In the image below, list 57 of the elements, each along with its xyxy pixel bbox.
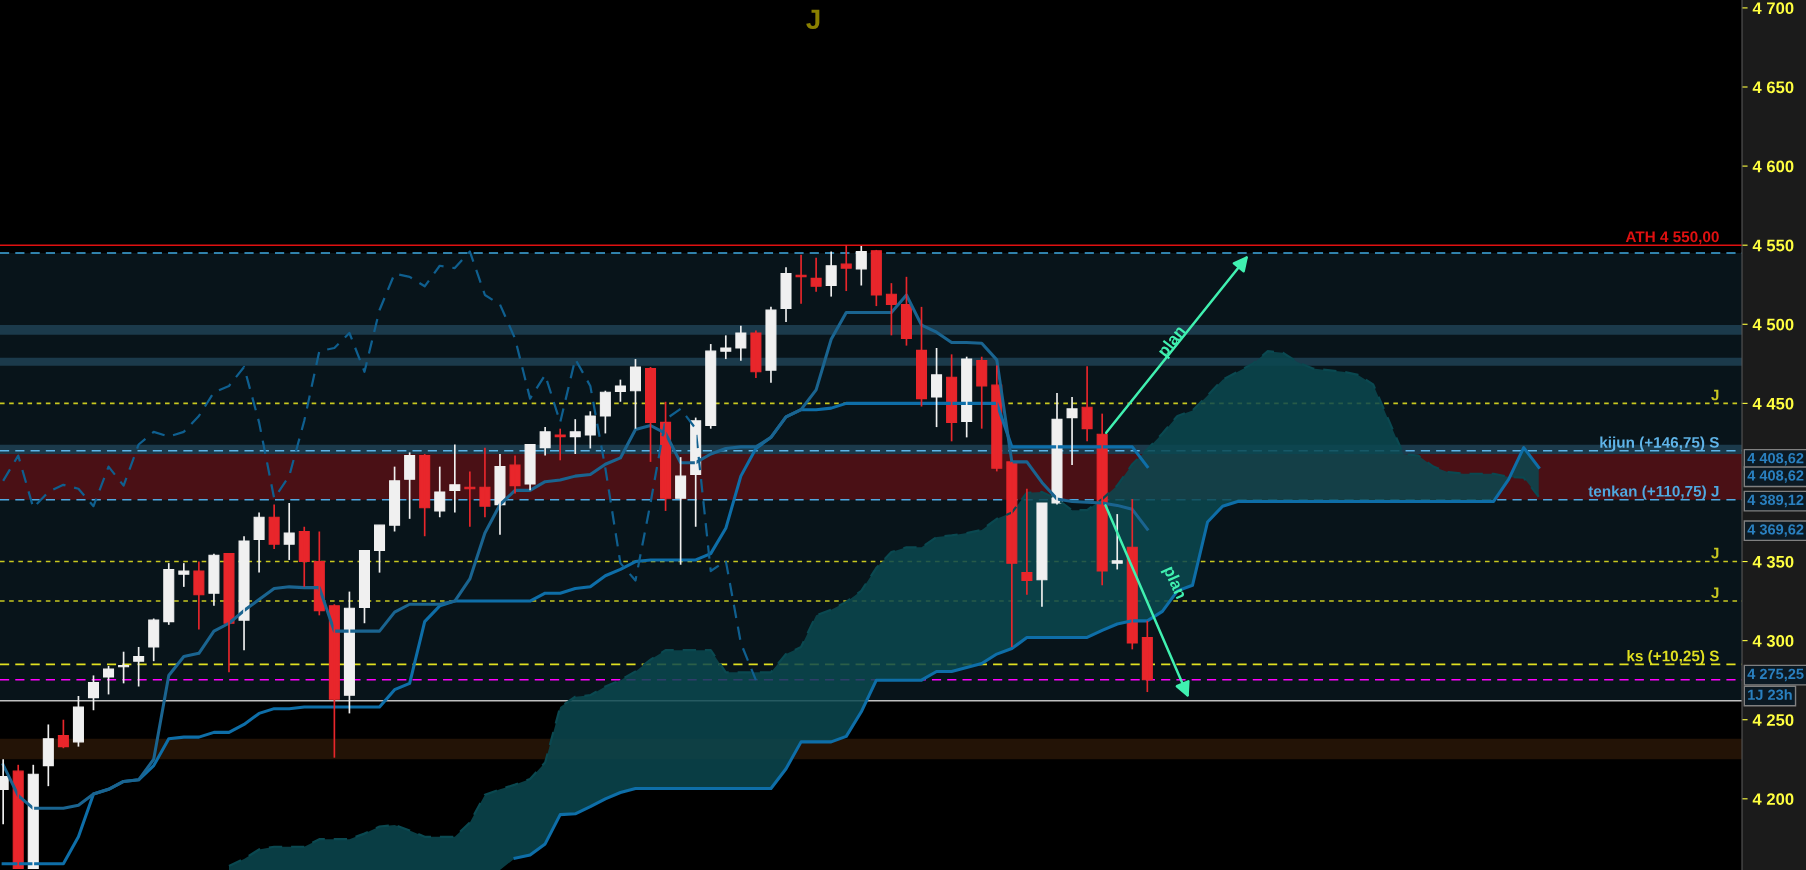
candlestick [389, 465, 401, 533]
candlestick [765, 306, 777, 384]
candlestick [675, 456, 687, 566]
candlestick [208, 552, 220, 607]
candlestick [133, 646, 145, 688]
candlestick [404, 451, 416, 520]
y-tick-label: 4 500 [1752, 318, 1794, 331]
y-tick-label: 4 700 [1752, 2, 1794, 15]
ref-line-label: J [1711, 587, 1719, 599]
ref-line-label: ATH 4 550,00 [1625, 231, 1719, 245]
candlestick [720, 334, 732, 360]
annotation: plan [1160, 565, 1188, 601]
line-series [513, 446, 1541, 860]
candlestick [479, 446, 491, 519]
y-tick-label: 4 600 [1752, 160, 1794, 173]
candlestick [780, 266, 792, 323]
text: 4 275,25 [1747, 668, 1804, 682]
chart-title: J [806, 9, 820, 30]
candlestick [554, 427, 566, 462]
candlestick [87, 674, 100, 712]
candlestick [358, 549, 371, 625]
ref-line-label: kijun (+146,75) S [1600, 436, 1719, 451]
candlestick [750, 329, 762, 379]
candlestick [599, 389, 611, 435]
ref-line-label: tenkan (+110,75) J [1588, 485, 1719, 500]
candlestick [524, 443, 536, 492]
text: 4 389,12 [1747, 494, 1804, 508]
y-tick-label: 4 200 [1752, 793, 1794, 806]
candlestick [103, 665, 115, 696]
candlestick [614, 378, 626, 403]
text: 4 408,62 [1747, 470, 1804, 483]
candlestick [1066, 396, 1078, 466]
ref-line-label: J [1711, 547, 1719, 559]
candlestick [1111, 513, 1123, 571]
candlestick [915, 306, 928, 408]
y-tick-label: 4 450 [1752, 397, 1794, 410]
candlestick [629, 358, 641, 430]
candlestick [253, 511, 265, 574]
y-tick-label: 4 250 [1752, 714, 1794, 726]
candlestick [644, 366, 657, 463]
candlestick [509, 454, 521, 495]
text: 4 369,62 [1747, 524, 1804, 537]
text: 1J 23h [1748, 689, 1792, 700]
ref-line-label: ks (+10,25) S [1627, 650, 1719, 665]
y-tick-label: 4 300 [1752, 635, 1794, 647]
candlestick [931, 347, 943, 428]
candlestick [1021, 487, 1033, 596]
candlestick [178, 562, 190, 588]
y-tick-label: 4 650 [1752, 81, 1794, 94]
candlestick [1036, 502, 1048, 608]
candlestick [57, 718, 69, 750]
y-tick-label: 4 550 [1752, 239, 1794, 252]
text: 4 408,62 [1747, 452, 1804, 466]
candlestick [870, 249, 882, 307]
y-tick-label: 4 350 [1752, 555, 1794, 568]
ref-line-label: J [1711, 389, 1719, 401]
candlestick [72, 695, 84, 748]
